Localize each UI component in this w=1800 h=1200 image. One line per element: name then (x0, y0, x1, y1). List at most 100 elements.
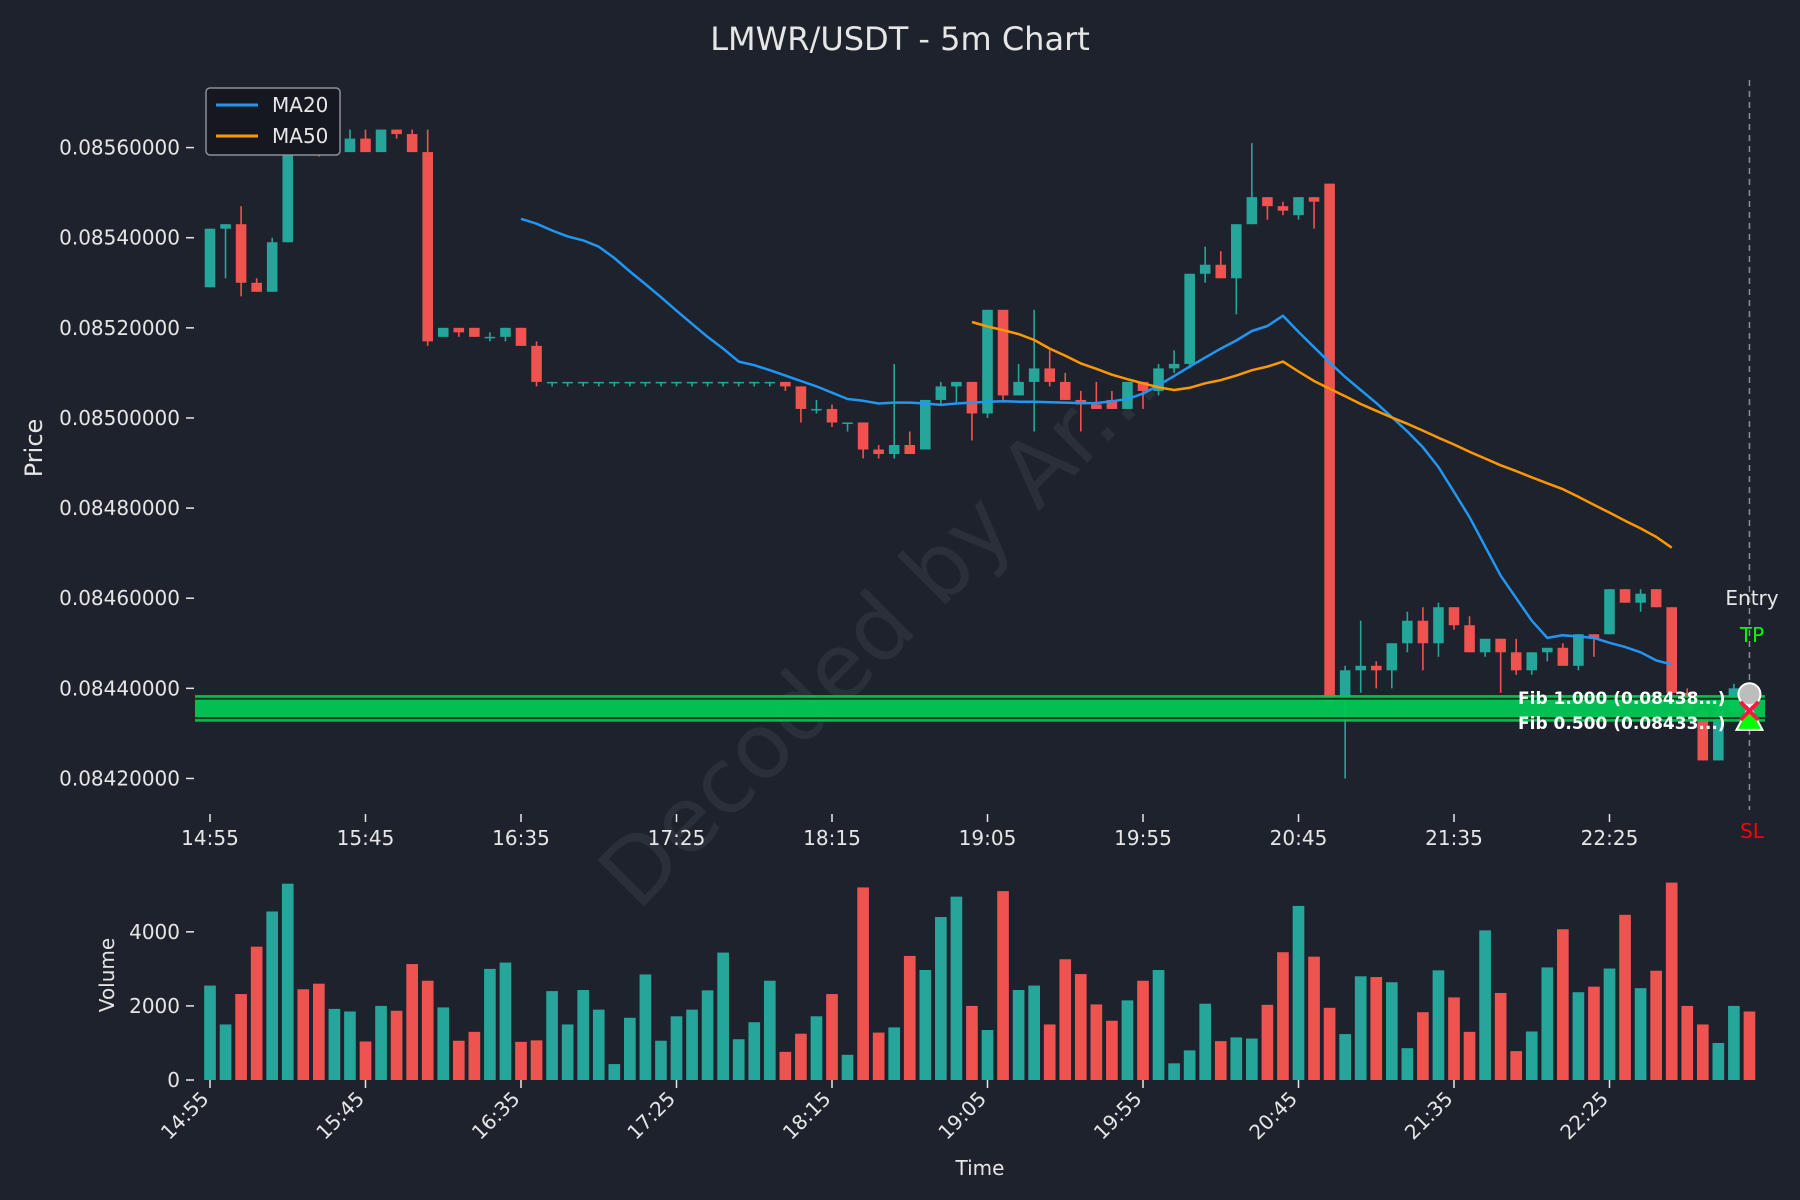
volume-bar (266, 911, 279, 1080)
volume-bar (359, 1041, 372, 1080)
volume-bar (546, 991, 558, 1080)
candle-body (531, 345, 542, 382)
volume-bar (1308, 956, 1320, 1080)
volume-bar (1417, 1012, 1429, 1080)
fib-zone (195, 80, 1765, 810)
legend-ma20-label: MA20 (272, 93, 328, 117)
volume-bar (561, 1024, 574, 1080)
ma-lines (520, 217, 1673, 666)
x-tick-label: 22:25 (1581, 826, 1639, 850)
candle-body (702, 381, 713, 384)
volume-bar (1728, 1005, 1740, 1080)
volume-bar (1432, 970, 1445, 1080)
volume-bar (1743, 1011, 1756, 1080)
volume-bar (328, 1008, 341, 1080)
volume-bar (701, 990, 714, 1080)
candle-body (266, 242, 278, 292)
volume-bar (1277, 952, 1289, 1080)
candle-body (1184, 273, 1195, 364)
legend-ma50-label: MA50 (272, 124, 328, 148)
candle-body (1479, 638, 1491, 653)
volume-bar (390, 1010, 403, 1080)
volume-bar (1199, 1003, 1212, 1080)
volume-bar (1028, 985, 1040, 1080)
volume-bar (857, 887, 869, 1080)
candle-body (1246, 197, 1258, 225)
volume-bar (1012, 990, 1025, 1080)
candle-body (1370, 665, 1382, 671)
candle-body (655, 381, 667, 384)
candle-body (997, 309, 1009, 396)
candle-body (1402, 620, 1413, 644)
candle-body (1215, 264, 1227, 279)
candle-body (593, 381, 605, 384)
candle-body (220, 224, 231, 229)
candle-body (873, 449, 884, 455)
volume-bar (1619, 914, 1631, 1080)
candle-body (500, 327, 511, 337)
candle-body (1059, 381, 1071, 400)
candle-body (1277, 206, 1289, 211)
volume-bar (919, 970, 932, 1080)
volume-bar (313, 983, 325, 1080)
volume-bar (950, 896, 963, 1080)
candle-body (251, 282, 262, 292)
volume-bar (530, 1040, 543, 1080)
volume-bar (281, 883, 294, 1080)
candle-body (1464, 625, 1475, 653)
volume-bar (1448, 997, 1460, 1080)
volume-bar (1665, 882, 1678, 1080)
volume-bar (624, 1017, 636, 1080)
x-tick-label: 19:05 (959, 826, 1017, 850)
x-tick-label: 17:25 (648, 826, 706, 850)
volume-bar (1541, 967, 1554, 1080)
volume-bar (1696, 1024, 1709, 1080)
candle-body (391, 129, 402, 135)
price-tick-label: 0.08500000 (59, 406, 180, 430)
candle-body (920, 399, 931, 450)
candle-body (1199, 264, 1211, 274)
volume-bar (297, 989, 310, 1080)
x-tick-label: 21:35 (1425, 826, 1483, 850)
candle-body (1028, 368, 1040, 382)
volume-bar (452, 1040, 465, 1080)
price-ticks: 0.08420000 0.08440000 0.08460000 0.08480000… (59, 136, 194, 790)
candle-body (671, 381, 682, 384)
volume-bar (872, 1032, 885, 1080)
volume-bar (1572, 992, 1585, 1080)
volume-bar (1339, 1034, 1351, 1080)
volume-bar (1463, 1031, 1476, 1080)
volume-bar (639, 974, 652, 1080)
ma50-line (971, 320, 1673, 549)
volume-bar (1370, 977, 1383, 1080)
candle-body (282, 143, 294, 243)
candle-body (624, 381, 636, 384)
candle-body (1122, 381, 1133, 409)
volume-bar (1494, 992, 1507, 1080)
candle-body (857, 422, 869, 450)
candle-body (842, 422, 853, 424)
volume-bar (1106, 1020, 1118, 1080)
legend: MA20 MA50 (205, 87, 341, 156)
candle-body (577, 381, 589, 384)
volume-bar (219, 1024, 232, 1080)
candle-body (484, 336, 496, 339)
volume-bar (903, 955, 916, 1080)
volume-bar (1385, 982, 1398, 1080)
chart-title: LMWR/USDT - 5m Chart (710, 20, 1090, 58)
volume-bar (375, 1005, 387, 1080)
volume-bar (592, 1009, 605, 1080)
price-tick-label: 0.08460000 (59, 586, 180, 610)
candle-body (826, 408, 838, 423)
volume-bar (795, 1033, 807, 1080)
volume-bar (1090, 1004, 1103, 1080)
candle-body (562, 381, 573, 384)
volume-bar (608, 1064, 621, 1080)
candle-body (1697, 710, 1709, 761)
volume-bar (499, 962, 512, 1080)
price-axis-label: Price (20, 419, 48, 478)
volume-bar (250, 946, 263, 1080)
candle-body (204, 228, 216, 288)
candle-body (1386, 643, 1398, 671)
candle-body (1713, 710, 1724, 761)
